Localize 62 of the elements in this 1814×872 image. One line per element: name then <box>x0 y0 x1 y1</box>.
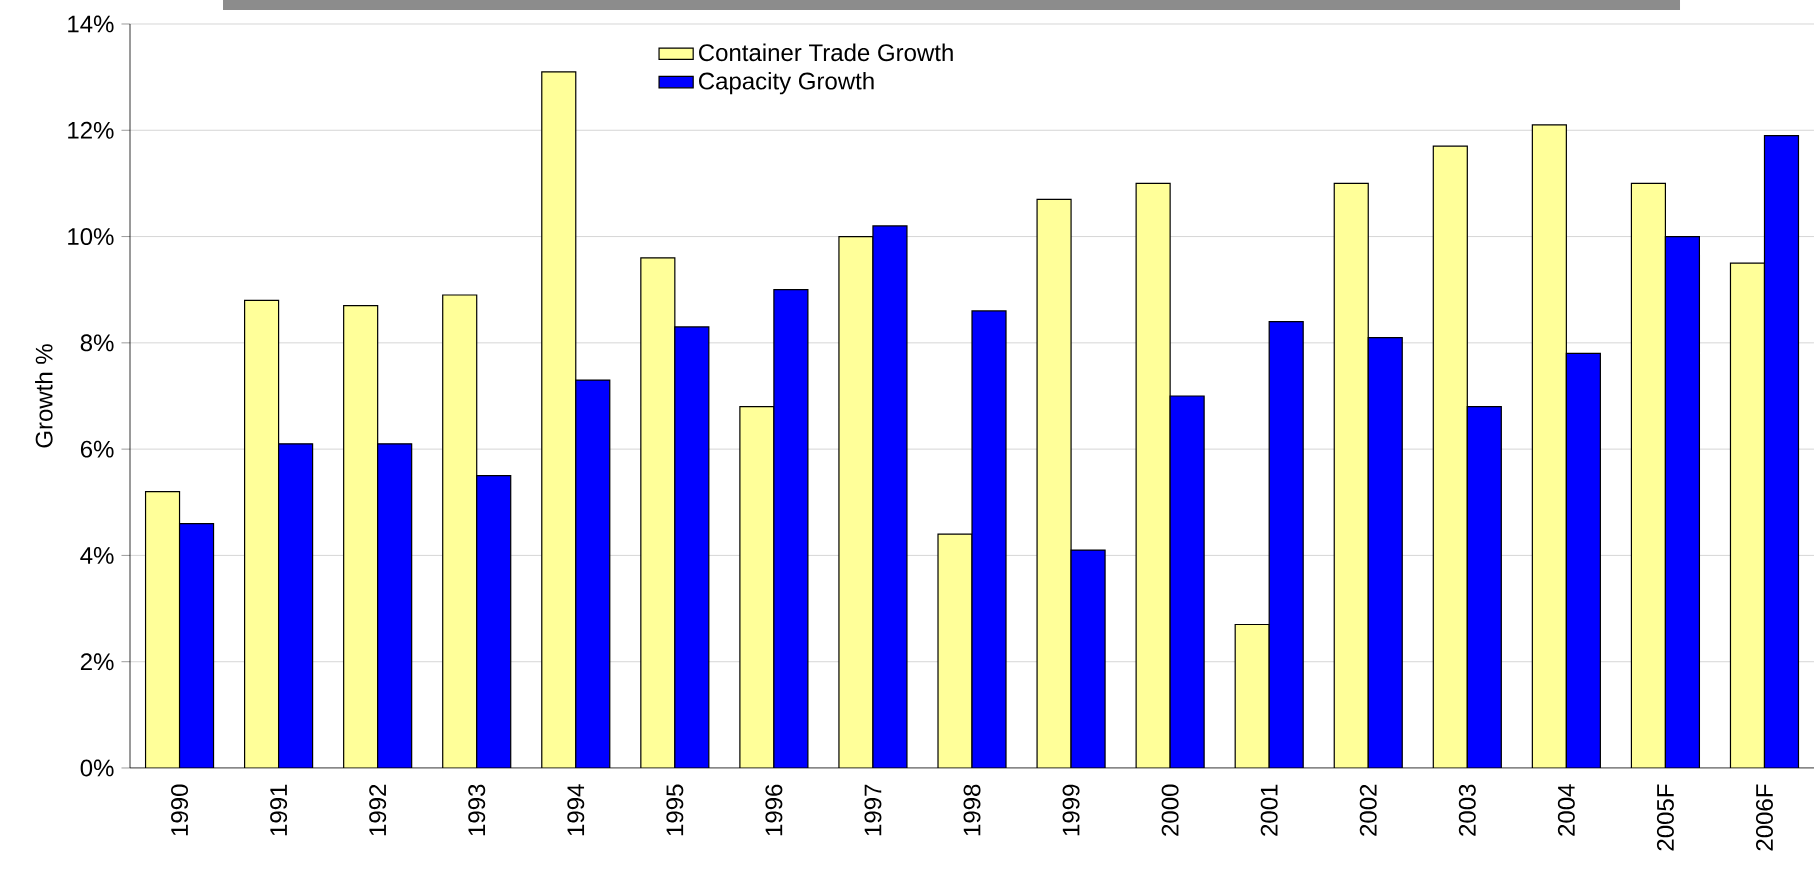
x-tick-label: 2006F <box>1755 784 1773 851</box>
bar <box>1368 337 1403 768</box>
bar <box>343 305 378 768</box>
x-tick-label: 1998 <box>963 784 981 836</box>
y-tick-label: 6% <box>80 440 114 458</box>
x-tick-label: 2004 <box>1557 784 1575 836</box>
bar <box>377 443 412 768</box>
x-tick-label: 1995 <box>666 784 684 836</box>
x-tick-label: 1994 <box>567 784 585 836</box>
x-tick-label: 2003 <box>1458 784 1476 836</box>
bar <box>872 225 907 768</box>
x-tick-label: 2005F <box>1656 784 1674 851</box>
bar <box>1763 134 1800 768</box>
bar <box>1170 395 1205 768</box>
bar <box>442 295 477 768</box>
y-tick-label: 2% <box>80 653 114 671</box>
y-tick-label: 10% <box>68 228 114 246</box>
bar <box>972 310 1007 768</box>
legend-label: Container Trade Growth <box>699 43 953 62</box>
bar <box>1631 183 1666 768</box>
bar <box>179 523 214 768</box>
x-tick-label: 1997 <box>864 784 882 836</box>
y-axis-title: Growth % <box>35 344 53 448</box>
bar <box>773 289 808 768</box>
bar <box>278 443 313 768</box>
y-tick-label: 8% <box>80 334 114 352</box>
x-tick-label: 2001 <box>1260 784 1278 836</box>
x-tick-label: 1993 <box>468 784 486 836</box>
x-tick-label: 1996 <box>765 784 783 836</box>
bar <box>739 406 774 768</box>
bar <box>1532 124 1567 768</box>
bar <box>1235 624 1270 768</box>
legend-label: Capacity Growth <box>699 71 874 95</box>
x-tick-label: 2002 <box>1359 784 1377 836</box>
x-tick-label: 1999 <box>1062 784 1080 836</box>
bar <box>1071 550 1106 768</box>
bar <box>1037 199 1072 768</box>
y-tick-label: 4% <box>80 547 114 564</box>
bar <box>938 534 973 768</box>
bar <box>1665 236 1700 768</box>
y-tick-label: 0% <box>80 759 114 777</box>
bar <box>541 71 576 768</box>
bar <box>674 326 709 768</box>
bar <box>1136 183 1171 768</box>
bar <box>1566 353 1601 768</box>
bar <box>1433 146 1468 768</box>
bar <box>575 380 610 768</box>
x-tick-label: 1990 <box>171 784 189 836</box>
y-tick-label: 14% <box>68 15 114 33</box>
bar <box>145 491 180 768</box>
y-tick-label: 12% <box>68 121 114 139</box>
bar <box>1334 183 1369 768</box>
bar <box>838 236 873 768</box>
bar <box>1467 406 1502 768</box>
x-tick-label: 2000 <box>1161 784 1179 836</box>
bar <box>640 257 675 768</box>
bar <box>1269 321 1304 768</box>
x-tick-label: 1992 <box>369 784 387 836</box>
x-tick-label: 1991 <box>270 784 288 836</box>
bar <box>476 475 511 768</box>
bar <box>1729 262 1766 768</box>
bar <box>244 300 279 768</box>
